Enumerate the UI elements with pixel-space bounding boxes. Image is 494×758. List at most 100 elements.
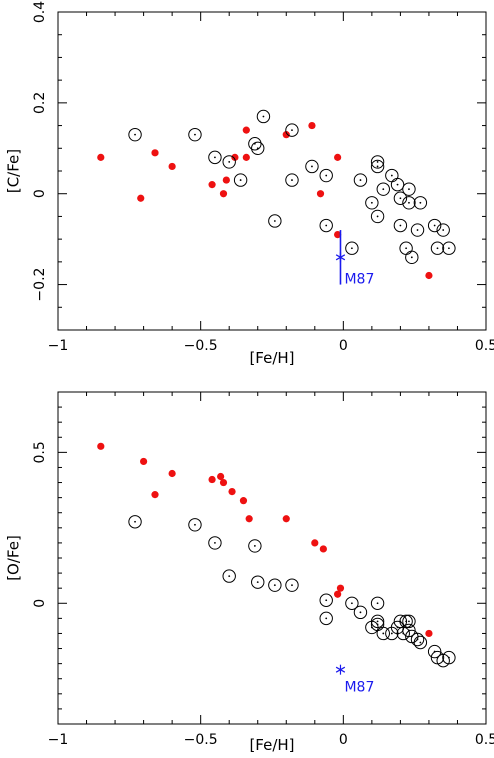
open-point	[286, 124, 298, 136]
open-point-dot	[382, 633, 384, 635]
plot-frame	[58, 12, 486, 330]
open-point	[431, 242, 443, 254]
m87-label: M87	[344, 271, 374, 287]
open-point-dot	[325, 225, 327, 227]
open-point-dot	[448, 247, 450, 249]
open-point-dot	[405, 247, 407, 249]
open-point-dot	[291, 179, 293, 181]
filled-point	[246, 515, 253, 522]
open-point-dot	[311, 166, 313, 168]
open-point-dot	[360, 611, 362, 613]
open-point-dot	[254, 545, 256, 547]
open-point-dot	[371, 202, 373, 204]
open-point	[400, 242, 412, 254]
open-point	[234, 174, 246, 186]
open-point	[320, 169, 332, 181]
data-marks: M87	[97, 110, 455, 287]
open-point	[269, 579, 281, 591]
open-point-dot	[408, 188, 410, 190]
open-point-dot	[360, 179, 362, 181]
open-point	[411, 224, 423, 236]
y-tick-label: 0	[32, 189, 48, 198]
data-marks: M87	[97, 443, 455, 696]
open-point-dot	[400, 225, 402, 227]
filled-point	[317, 190, 324, 197]
open-point-dot	[291, 584, 293, 586]
plot-frame	[58, 392, 486, 724]
open-point-dot	[411, 256, 413, 258]
x-tick-label: −0.5	[184, 338, 218, 354]
open-point-dot	[419, 642, 421, 644]
filled-point	[308, 122, 315, 129]
open-point-dot	[351, 602, 353, 604]
open-point-dot	[214, 156, 216, 158]
filled-point	[140, 458, 147, 465]
x-axis-label: [Fe/H]	[249, 349, 294, 367]
filled-point	[169, 470, 176, 477]
open-point	[391, 178, 403, 190]
y-tick-label: 0	[32, 599, 48, 608]
open-point	[443, 242, 455, 254]
filled-point	[240, 497, 247, 504]
open-point	[223, 570, 235, 582]
open-point	[414, 636, 426, 648]
open-point-dot	[417, 229, 419, 231]
open-point	[286, 579, 298, 591]
x-tick-label: 0	[339, 732, 348, 748]
open-point-dot	[377, 216, 379, 218]
open-point-dot	[382, 188, 384, 190]
open-point-dot	[377, 161, 379, 163]
m87-label: M87	[344, 680, 374, 696]
open-point-dot	[405, 620, 407, 622]
open-point	[223, 156, 235, 168]
open-point-dot	[325, 617, 327, 619]
open-point-dot	[417, 639, 419, 641]
open-point	[371, 597, 383, 609]
filled-point	[137, 195, 144, 202]
open-point	[377, 183, 389, 195]
open-point	[320, 219, 332, 231]
open-point	[129, 516, 141, 528]
x-tick-label: 0.5	[475, 732, 494, 748]
open-point	[252, 142, 264, 154]
open-point	[386, 169, 398, 181]
x-tick-label: 0.5	[475, 338, 494, 354]
open-point-dot	[391, 175, 393, 177]
filled-point	[97, 154, 104, 161]
open-point	[320, 594, 332, 606]
open-point-dot	[434, 225, 436, 227]
open-point	[400, 615, 412, 627]
filled-point	[169, 163, 176, 170]
open-point	[406, 251, 418, 263]
open-point	[189, 519, 201, 531]
open-point-dot	[274, 220, 276, 222]
y-tick-label: 0.4	[32, 1, 48, 23]
open-point	[286, 174, 298, 186]
open-point	[394, 219, 406, 231]
open-point-dot	[377, 624, 379, 626]
open-point	[403, 183, 415, 195]
open-point-dot	[291, 129, 293, 131]
open-point-dot	[408, 202, 410, 204]
open-point	[403, 615, 415, 627]
open-point-dot	[240, 179, 242, 181]
filled-point	[220, 190, 227, 197]
x-tick-label: −1	[48, 732, 69, 748]
x-tick-label: 0	[339, 338, 348, 354]
filled-point	[311, 539, 318, 546]
y-axis-label: [C/Fe]	[5, 149, 23, 193]
open-point-dot	[408, 620, 410, 622]
filled-point	[208, 476, 215, 483]
open-point-dot	[134, 521, 136, 523]
open-point	[249, 138, 261, 150]
open-point-dot	[257, 147, 259, 149]
open-point	[371, 210, 383, 222]
open-point	[209, 537, 221, 549]
open-point-dot	[274, 584, 276, 586]
filled-point	[337, 585, 344, 592]
open-point-dot	[257, 581, 259, 583]
filled-point	[425, 630, 432, 637]
